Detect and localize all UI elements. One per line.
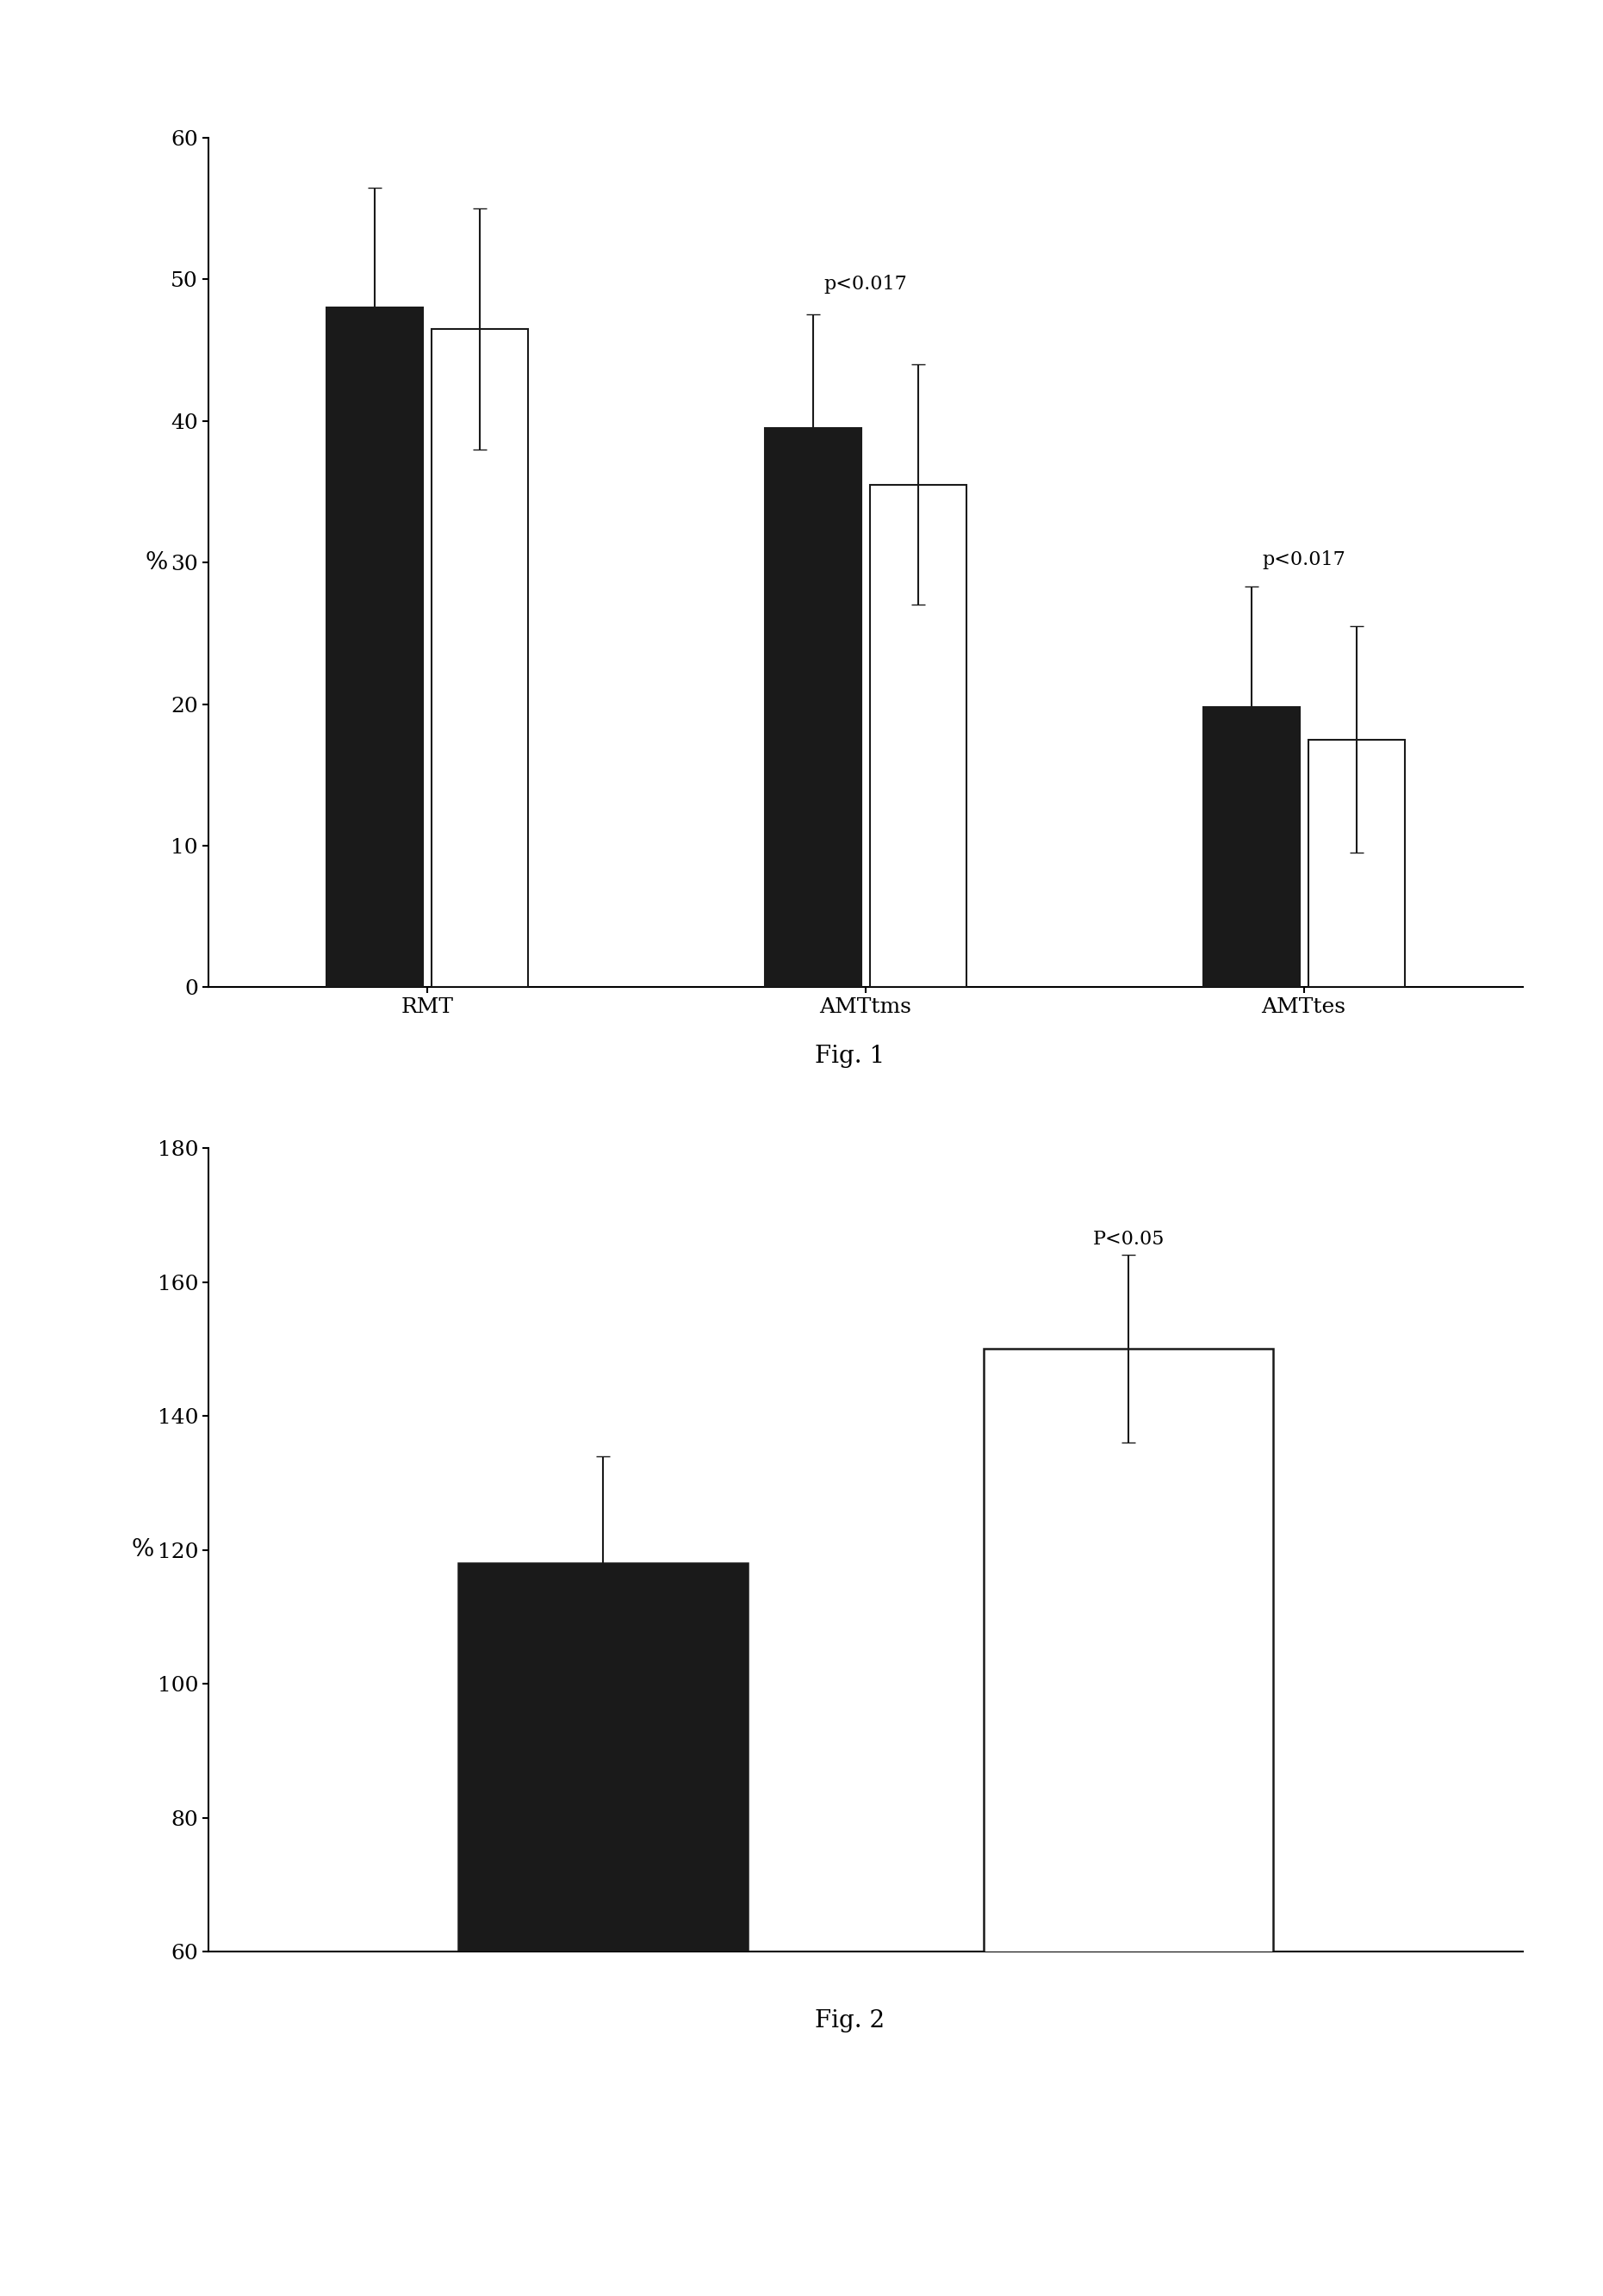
Y-axis label: %: % xyxy=(131,1538,154,1561)
Bar xyxy=(431,328,529,987)
Bar xyxy=(984,1350,1273,2296)
Bar xyxy=(1202,707,1300,987)
Text: P<0.05: P<0.05 xyxy=(1093,1228,1164,1249)
Bar xyxy=(458,1564,747,2296)
Bar xyxy=(765,427,861,987)
Y-axis label: %: % xyxy=(146,551,168,574)
Text: p<0.017: p<0.017 xyxy=(1262,551,1345,569)
Bar xyxy=(1308,739,1404,987)
Bar xyxy=(327,308,423,987)
Text: Fig. 2: Fig. 2 xyxy=(814,2009,885,2032)
Text: p<0.017: p<0.017 xyxy=(824,276,907,294)
Bar xyxy=(870,484,967,987)
Text: Fig. 1: Fig. 1 xyxy=(814,1045,885,1068)
